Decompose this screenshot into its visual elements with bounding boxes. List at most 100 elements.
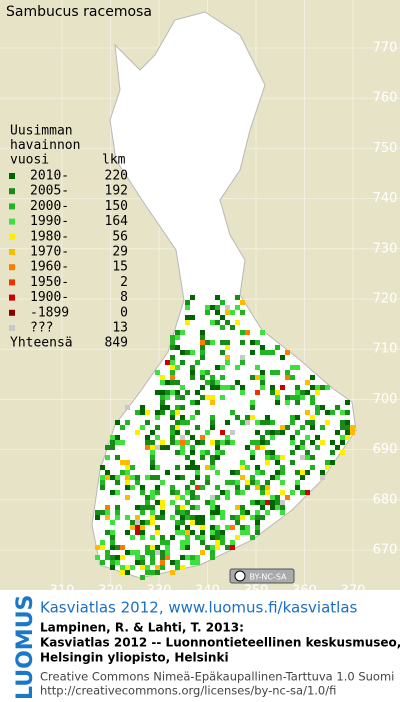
observation-square [255, 520, 260, 525]
observation-square [235, 490, 240, 495]
observation-square [125, 475, 130, 480]
legend-swatch [9, 279, 15, 286]
observation-square [205, 370, 210, 375]
x-tick-label: 330 [147, 584, 172, 599]
license-url[interactable]: http://creativecommons.org/licenses/by-n… [40, 684, 336, 698]
observation-square [185, 555, 190, 560]
observation-square [125, 465, 130, 470]
observation-square [265, 455, 270, 460]
observation-square [240, 515, 245, 520]
observation-square [115, 555, 120, 560]
legend-label: 1950- [30, 275, 69, 290]
legend-count-heading: lkm [102, 153, 126, 168]
observation-square [220, 385, 225, 390]
observation-square [260, 330, 265, 335]
observation-square [140, 510, 145, 515]
observation-square [110, 490, 115, 495]
observation-square [155, 415, 160, 420]
observation-square [310, 425, 315, 430]
observation-square [335, 430, 340, 435]
atlas-link[interactable]: Kasviatlas 2012, www.luomus.fi/kasviatla… [40, 599, 358, 617]
observation-square [180, 495, 185, 500]
observation-square [205, 310, 210, 315]
observation-square [220, 365, 225, 370]
observation-square [125, 530, 130, 535]
observation-square [270, 505, 275, 510]
observation-square [250, 440, 255, 445]
observation-square [135, 410, 140, 415]
observation-square [240, 310, 245, 315]
observation-square [225, 435, 230, 440]
observation-square [235, 485, 240, 490]
observation-square [110, 520, 115, 525]
observation-square [320, 440, 325, 445]
observation-square [275, 500, 280, 505]
observation-square [210, 535, 215, 540]
observation-square [225, 345, 230, 350]
observation-square [270, 350, 275, 355]
observation-square [180, 330, 185, 335]
observation-square [235, 535, 240, 540]
observation-square [285, 370, 290, 375]
x-tick-label: 370 [341, 584, 366, 599]
observation-square [210, 525, 215, 530]
observation-square [185, 315, 190, 320]
observation-square [100, 465, 105, 470]
observation-square [230, 310, 235, 315]
observation-square [345, 410, 350, 415]
observation-square [215, 440, 220, 445]
observation-square [245, 525, 250, 530]
observation-square [155, 545, 160, 550]
observation-square [115, 440, 120, 445]
legend-count: 150 [105, 199, 128, 214]
observation-square [300, 475, 305, 480]
observation-square [330, 440, 335, 445]
observation-square [200, 370, 205, 375]
legend-label: 2005- [30, 184, 69, 199]
observation-square [265, 450, 270, 455]
observation-square [260, 385, 265, 390]
observation-square [155, 550, 160, 555]
observation-square [155, 390, 160, 395]
observation-square [195, 560, 200, 565]
observation-square [200, 525, 205, 530]
observation-square [225, 440, 230, 445]
observation-square [280, 425, 285, 430]
observation-square [145, 420, 150, 425]
observation-square [200, 355, 205, 360]
observation-square [240, 340, 245, 345]
observation-square [215, 305, 220, 310]
observation-square [150, 445, 155, 450]
observation-square [240, 330, 245, 335]
observation-square [100, 480, 105, 485]
observation-square [245, 415, 250, 420]
observation-square [340, 410, 345, 415]
observation-square [295, 365, 300, 370]
observation-square [165, 445, 170, 450]
observation-square [140, 560, 145, 565]
observation-square [185, 545, 190, 550]
observation-square [250, 350, 255, 355]
observation-square [115, 455, 120, 460]
legend-label: 1990- [30, 214, 69, 229]
observation-square [240, 490, 245, 495]
observation-square [135, 560, 140, 565]
observation-square [285, 400, 290, 405]
observation-square [340, 440, 345, 445]
observation-square [165, 545, 170, 550]
observation-square [180, 505, 185, 510]
observation-square [260, 370, 265, 375]
observation-square [255, 440, 260, 445]
observation-square [265, 500, 270, 505]
observation-square [230, 470, 235, 475]
observation-square [220, 340, 225, 345]
observation-square [155, 370, 160, 375]
observation-square [105, 470, 110, 475]
observation-square [305, 490, 310, 495]
observation-square [175, 465, 180, 470]
observation-square [150, 535, 155, 540]
observation-square [145, 570, 150, 575]
observation-square [225, 420, 230, 425]
observation-square [260, 345, 265, 350]
